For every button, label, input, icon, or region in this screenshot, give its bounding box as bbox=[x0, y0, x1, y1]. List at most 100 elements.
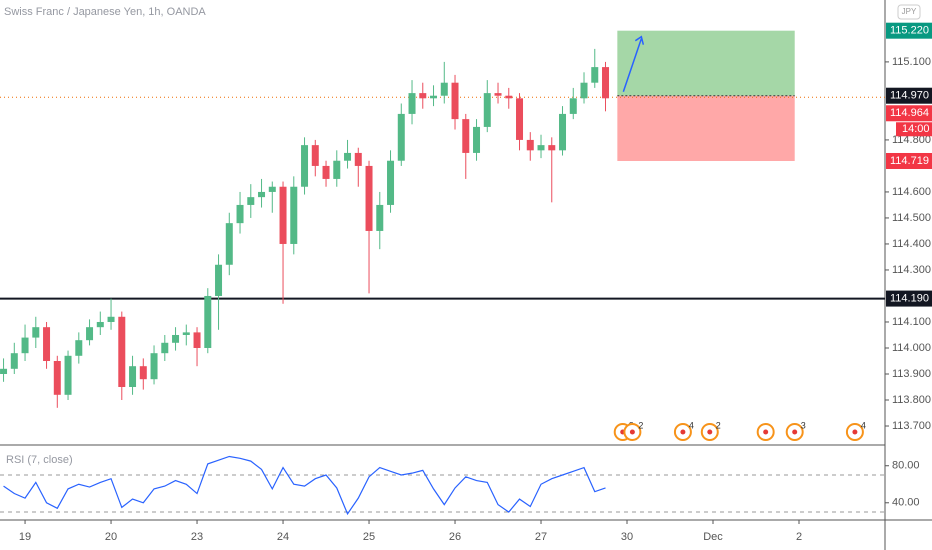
candle-body bbox=[526, 139, 534, 151]
event-dot bbox=[852, 429, 858, 435]
arrow bbox=[622, 35, 645, 92]
x-tick-label: 19 bbox=[19, 531, 31, 543]
candle-body bbox=[440, 82, 448, 96]
x-tick-label: 2 bbox=[796, 531, 802, 543]
candle-body bbox=[602, 67, 610, 99]
candle-body bbox=[365, 165, 373, 231]
candle-body bbox=[397, 113, 405, 161]
stop-label-bg bbox=[886, 152, 932, 169]
y-tick-label: 80.00 bbox=[892, 460, 920, 472]
countdown: 14:00 bbox=[902, 123, 930, 135]
candle-body bbox=[462, 119, 470, 153]
loss-zone bbox=[617, 95, 795, 161]
y-tick-label: 114.600 bbox=[892, 186, 931, 198]
y-tick-label: 114.500 bbox=[892, 212, 931, 224]
event-count: 2 bbox=[716, 420, 721, 430]
x-tick-label: 27 bbox=[535, 531, 547, 543]
x-tick-label: 20 bbox=[105, 531, 117, 543]
candle-body bbox=[21, 337, 29, 354]
candle-body bbox=[580, 82, 588, 99]
candle-body bbox=[559, 113, 567, 151]
candle-body bbox=[0, 368, 8, 374]
candle-body bbox=[494, 93, 502, 96]
y-tick-label: 114.100 bbox=[892, 316, 931, 328]
candle-body bbox=[172, 334, 180, 343]
y-tick-label: 40.00 bbox=[892, 497, 920, 509]
candle-body bbox=[430, 95, 438, 99]
candle-body bbox=[96, 321, 104, 328]
candle-body bbox=[419, 93, 427, 99]
candle-body bbox=[204, 295, 212, 348]
candle-body bbox=[279, 186, 287, 244]
event-count: 4 bbox=[861, 420, 866, 430]
x-tick-label: Dec bbox=[703, 531, 723, 543]
candle-body bbox=[301, 145, 309, 187]
candle-body bbox=[268, 186, 276, 192]
candle-body bbox=[333, 160, 341, 179]
currency: JPY bbox=[902, 7, 917, 16]
candle-body bbox=[161, 342, 169, 354]
last-price-label: 114.964 bbox=[890, 107, 929, 119]
y-tick-label: 114.000 bbox=[892, 342, 931, 354]
countdown-bg bbox=[896, 122, 932, 137]
entry-label: 114.970 bbox=[890, 90, 929, 102]
y-tick-label: 113.900 bbox=[892, 368, 931, 380]
candle-body bbox=[451, 82, 459, 120]
candle-body bbox=[247, 197, 255, 205]
last-price-label-bg bbox=[886, 105, 932, 122]
candle-body bbox=[43, 327, 51, 361]
candle-body bbox=[215, 264, 223, 296]
symbol-title: Swiss Franc / Japanese Yen, 1h, OANDA bbox=[4, 6, 206, 18]
event-dot bbox=[707, 429, 713, 435]
candle-body bbox=[10, 353, 18, 369]
candle-body bbox=[408, 93, 416, 114]
candle-body bbox=[225, 223, 233, 265]
candle-body bbox=[505, 95, 513, 99]
candle-body bbox=[53, 360, 61, 395]
stop-label: 114.719 bbox=[890, 155, 929, 167]
y-tick-label: 115.100 bbox=[892, 56, 931, 68]
x-tick-label: 24 bbox=[277, 531, 289, 543]
candle-body bbox=[290, 186, 298, 244]
support-label: 114.190 bbox=[890, 292, 929, 304]
candle-body bbox=[86, 327, 94, 341]
candle-body bbox=[344, 152, 352, 161]
candle-body bbox=[64, 355, 72, 395]
candle-body bbox=[387, 160, 395, 205]
support-label-bg bbox=[886, 290, 932, 307]
candle-body bbox=[193, 332, 201, 348]
rsi-line bbox=[3, 455, 606, 516]
target-label-bg bbox=[886, 22, 932, 39]
candle-body bbox=[376, 204, 384, 231]
rsi-title: RSI (7, close) bbox=[6, 454, 73, 466]
x-tick-label: 23 bbox=[191, 531, 203, 543]
currency-badge[interactable] bbox=[897, 4, 921, 20]
candle-body bbox=[322, 165, 330, 179]
candle-body bbox=[591, 67, 599, 83]
candle-body bbox=[516, 98, 524, 140]
candle-body bbox=[139, 366, 147, 380]
event-count: 3 bbox=[801, 420, 806, 430]
candle-body bbox=[258, 191, 266, 198]
y-tick-label: 114.300 bbox=[892, 264, 931, 276]
profit-zone bbox=[617, 30, 795, 96]
candle-body bbox=[182, 332, 190, 335]
candle-body bbox=[569, 98, 577, 114]
candle-body bbox=[354, 152, 362, 166]
event-dot bbox=[629, 429, 635, 435]
entry-label-bg bbox=[886, 87, 932, 104]
candle-body bbox=[75, 340, 83, 356]
event-dot bbox=[763, 429, 769, 435]
candle-body bbox=[548, 145, 556, 151]
candle-body bbox=[107, 316, 115, 322]
candle-body bbox=[236, 204, 244, 224]
x-tick-label: 30 bbox=[621, 531, 633, 543]
candle-body bbox=[32, 327, 40, 338]
y-tick-label: 113.800 bbox=[892, 394, 931, 406]
candle-body bbox=[537, 145, 545, 151]
candle-body bbox=[483, 93, 491, 127]
event-dot bbox=[792, 429, 798, 435]
y-tick-label: 113.700 bbox=[892, 420, 931, 432]
